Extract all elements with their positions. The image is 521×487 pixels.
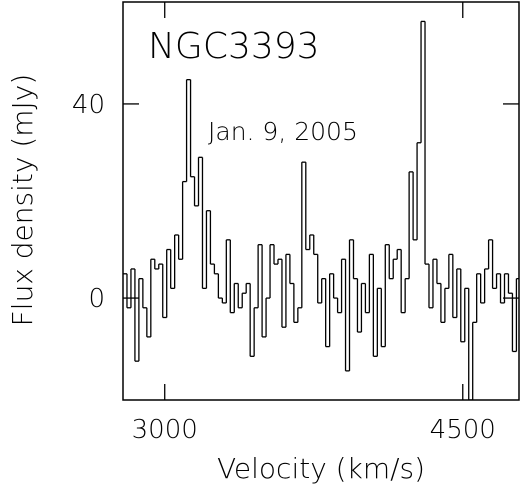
y-tick-label: 40 [72,90,105,120]
chart-title: NGC3393 [148,26,320,67]
annotation: Jan. 9, 2005 [208,117,358,146]
y-tick-label: 0 [88,284,105,314]
x-tick-label: 4500 [430,415,496,445]
y-axis-label: Flux density (mJy) [6,74,39,327]
spectrum [123,20,519,400]
x-tick-label: 3000 [132,415,198,445]
plot-frame [122,1,520,401]
x-axis-label: Velocity (km/s) [217,452,425,485]
